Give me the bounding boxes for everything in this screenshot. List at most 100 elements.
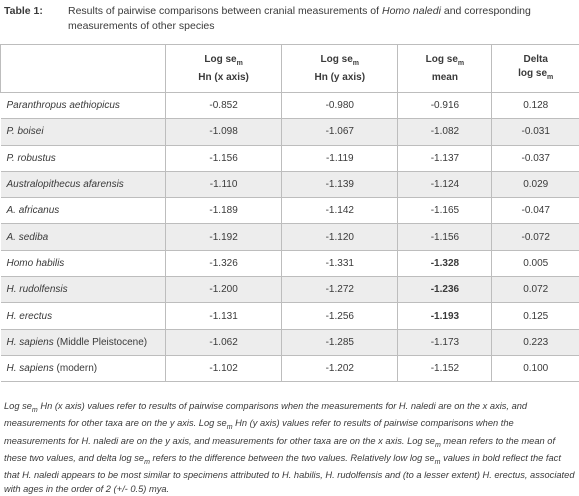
value-cell: -1.119 [282, 145, 398, 171]
value-cell: -0.852 [166, 93, 282, 119]
value-cell: -1.331 [282, 250, 398, 276]
species-cell: H. rudolfensis [1, 277, 166, 303]
value-cell: -1.142 [282, 198, 398, 224]
value-cell: -0.037 [492, 145, 579, 171]
species-cell: Paranthropus aethiopicus [1, 93, 166, 119]
species-name: H. sapiens [7, 363, 54, 374]
caption: Results of pairwise comparisons between … [68, 4, 574, 34]
footnote-text: refers to the difference between the two… [150, 453, 435, 463]
caption-species: Homo naledi [382, 5, 441, 17]
value-cell: 0.125 [492, 303, 579, 329]
value-cell: -1.256 [282, 303, 398, 329]
value-cell: -1.137 [398, 145, 492, 171]
value-cell: -1.272 [282, 277, 398, 303]
species-name: P. boisei [7, 126, 44, 137]
table-row: A. sediba-1.192-1.120-1.156-0.072 [1, 224, 579, 250]
header-cell [1, 45, 166, 93]
value-cell: -1.152 [398, 355, 492, 381]
value-cell: -0.031 [492, 119, 579, 145]
value-cell: -1.236 [398, 277, 492, 303]
value-cell: 0.100 [492, 355, 579, 381]
header-text: Log se [426, 54, 458, 65]
header-cell: Log sem Hn (x axis) [166, 45, 282, 93]
value-cell: 0.005 [492, 250, 579, 276]
value-cell: -0.916 [398, 93, 492, 119]
footnote-text: Log se [4, 401, 32, 411]
species-cell: Homo habilis [1, 250, 166, 276]
value-cell: 0.072 [492, 277, 579, 303]
table-row: H. sapiens (Middle Pleistocene)-1.062-1.… [1, 329, 579, 355]
value-cell: -1.285 [282, 329, 398, 355]
table-row: P. robustus-1.156-1.119-1.137-0.037 [1, 145, 579, 171]
species-name: A. sediba [7, 232, 49, 243]
species-name: Homo habilis [7, 258, 65, 269]
species-name: (Middle Pleistocene) [54, 337, 147, 348]
value-cell: -1.120 [282, 224, 398, 250]
value-cell: -0.047 [492, 198, 579, 224]
value-cell: -1.200 [166, 277, 282, 303]
caption-text: Results of pairwise comparisons between … [68, 5, 382, 17]
table-title: Table 1: Results of pairwise comparisons… [4, 4, 574, 34]
header-text: Hn (x axis) [198, 72, 249, 83]
species-cell: A. africanus [1, 198, 166, 224]
species-cell: P. boisei [1, 119, 166, 145]
species-name: H. sapiens [7, 337, 54, 348]
value-cell: -1.067 [282, 119, 398, 145]
header-cell: Log sem Hn (y axis) [282, 45, 398, 93]
table-row: P. boisei-1.098-1.067-1.082-0.031 [1, 119, 579, 145]
value-cell: -1.131 [166, 303, 282, 329]
value-cell: -1.189 [166, 198, 282, 224]
value-cell: -1.139 [282, 171, 398, 197]
species-name: A. africanus [7, 205, 60, 216]
subscript: m [458, 60, 464, 67]
value-cell: -1.193 [398, 303, 492, 329]
species-cell: P. robustus [1, 145, 166, 171]
header-text: Log se [321, 54, 353, 65]
value-cell: -1.202 [282, 355, 398, 381]
value-cell: -1.082 [398, 119, 492, 145]
subscript: m [237, 60, 243, 67]
footnote: Log sem Hn (x axis) values refer to resu… [4, 400, 576, 496]
species-name: Australopithecus afarensis [7, 179, 124, 190]
species-cell: A. sediba [1, 224, 166, 250]
table-row: Australopithecus afarensis -1.110-1.139-1… [1, 171, 579, 197]
table-label: Table 1: [4, 4, 68, 34]
table-body: Paranthropus aethiopicus -0.852-0.980-0.9… [1, 93, 579, 382]
species-cell: H. sapiens (modern) [1, 355, 166, 381]
header-text: Log se [204, 54, 236, 65]
species-cell: H. sapiens (Middle Pleistocene) [1, 329, 166, 355]
header-text: log se [518, 68, 547, 79]
species-name: H. rudolfensis [7, 284, 68, 295]
value-cell: -0.072 [492, 224, 579, 250]
subscript: m [547, 74, 553, 81]
value-cell: -1.326 [166, 250, 282, 276]
value-cell: 0.128 [492, 93, 579, 119]
value-cell: -1.102 [166, 355, 282, 381]
species-cell: H. erectus [1, 303, 166, 329]
table-row: Paranthropus aethiopicus -0.852-0.980-0.9… [1, 93, 579, 119]
species-name: P. robustus [7, 153, 56, 164]
subscript: m [353, 60, 359, 67]
value-cell: -1.110 [166, 171, 282, 197]
header-text: mean [432, 72, 458, 83]
species-cell: Australopithecus afarensis [1, 171, 166, 197]
value-cell: -1.156 [398, 224, 492, 250]
table-row: A. africanus-1.189-1.142-1.165-0.047 [1, 198, 579, 224]
header-text: Hn (y axis) [314, 72, 365, 83]
species-name: H. erectus [7, 311, 53, 322]
species-name: Paranthropus aethiopicus [7, 100, 120, 111]
value-cell: -1.062 [166, 329, 282, 355]
value-cell: -1.124 [398, 171, 492, 197]
value-cell: 0.029 [492, 171, 579, 197]
value-cell: -0.980 [282, 93, 398, 119]
species-name: (modern) [54, 363, 97, 374]
value-cell: 0.223 [492, 329, 579, 355]
